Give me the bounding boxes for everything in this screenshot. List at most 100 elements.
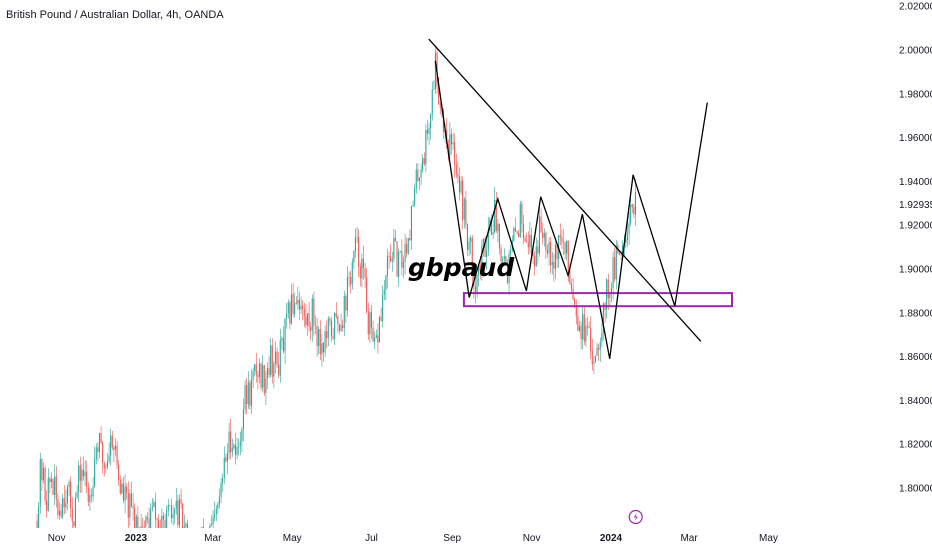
candle-body [495, 200, 497, 232]
candle-body [218, 496, 220, 505]
candle-body [74, 497, 76, 527]
candle-body [58, 510, 60, 516]
candle-body [527, 242, 529, 248]
x-tick-label: Nov [48, 533, 66, 544]
candle-body [466, 224, 468, 250]
candle-body [572, 289, 574, 300]
candle-body [156, 518, 158, 521]
candle-body [370, 312, 372, 328]
candle-body [284, 318, 286, 352]
candle-body [49, 478, 51, 483]
candle-body [342, 325, 344, 328]
candle-body [310, 327, 312, 331]
candle-body [103, 462, 105, 469]
candle-body [110, 435, 112, 456]
x-tick-label: Mar [680, 533, 698, 544]
candle-body [242, 409, 244, 430]
candle-body [311, 298, 313, 331]
candle-body [233, 444, 235, 449]
candle-body [364, 268, 366, 278]
candle-body [215, 508, 217, 515]
candle-body [142, 526, 144, 528]
candle-body [583, 314, 585, 342]
candle-body [452, 142, 454, 145]
candle-body [164, 519, 166, 528]
candle-body [42, 467, 44, 481]
candle-body [202, 527, 204, 528]
candle-body [265, 378, 267, 394]
candle-body [500, 248, 502, 262]
candle-body [318, 328, 320, 347]
candle-body [569, 270, 571, 284]
candle-body [100, 433, 102, 443]
candle-body [303, 308, 305, 317]
candle-body [457, 174, 459, 177]
candle-body [543, 233, 545, 238]
candle-body [249, 382, 251, 406]
candle-body [554, 244, 556, 269]
candle-body [471, 237, 473, 274]
candle-body [140, 526, 142, 528]
last-price-label: 1.92935 [899, 200, 932, 211]
y-tick-label: 1.92000 [899, 221, 932, 232]
candle-body [183, 526, 185, 528]
candle-body [474, 286, 476, 294]
candle-body [182, 503, 184, 528]
candle-body [297, 300, 299, 304]
candle-body [438, 86, 440, 105]
candle-body [321, 343, 323, 355]
candle-body [119, 480, 121, 494]
candle-body [566, 240, 568, 254]
candle-body [306, 313, 308, 326]
candle-body [492, 232, 494, 235]
candle-body [348, 277, 350, 278]
candle-body [129, 493, 131, 518]
candle-body [481, 245, 483, 271]
candle-body [177, 500, 179, 526]
candle-body [153, 502, 155, 507]
candle-body [90, 495, 92, 497]
candle-body [295, 302, 297, 304]
candle-body [482, 238, 484, 246]
candle-body [430, 114, 432, 128]
candle-body [84, 471, 86, 477]
x-tick-label: Mar [204, 533, 222, 544]
candle-body [122, 483, 124, 501]
candle-body [361, 258, 363, 279]
candle-body [52, 478, 54, 495]
candle-body [105, 467, 107, 469]
candle-body [601, 332, 603, 342]
candle-body [522, 223, 524, 238]
candle-body [399, 251, 401, 252]
candle-body [39, 459, 41, 507]
candle-body [76, 492, 78, 498]
candle-body [150, 509, 152, 528]
candle-body [161, 515, 163, 528]
candle-body [567, 240, 569, 271]
candle-body [230, 431, 232, 453]
candle-body [334, 313, 336, 339]
candle-body [391, 258, 393, 262]
candle-body [79, 465, 81, 481]
candle-body [98, 433, 100, 452]
candle-body [180, 499, 182, 504]
candle-body [252, 371, 254, 380]
candle-body [561, 237, 563, 242]
candle-body [116, 445, 118, 466]
candle-body [36, 520, 38, 528]
candle-body [292, 294, 294, 314]
candle-body [353, 250, 355, 263]
candle-body [324, 331, 326, 353]
candle-body [434, 52, 436, 90]
candle-body [513, 228, 515, 241]
candle-body [329, 318, 331, 321]
candle-body [134, 507, 136, 528]
candle-body [346, 277, 348, 311]
candle-body [422, 158, 424, 170]
candle-body [396, 241, 398, 277]
candle-body [577, 316, 579, 331]
candle-body [111, 435, 113, 448]
candle-body [503, 256, 505, 260]
candle-body [559, 235, 561, 238]
